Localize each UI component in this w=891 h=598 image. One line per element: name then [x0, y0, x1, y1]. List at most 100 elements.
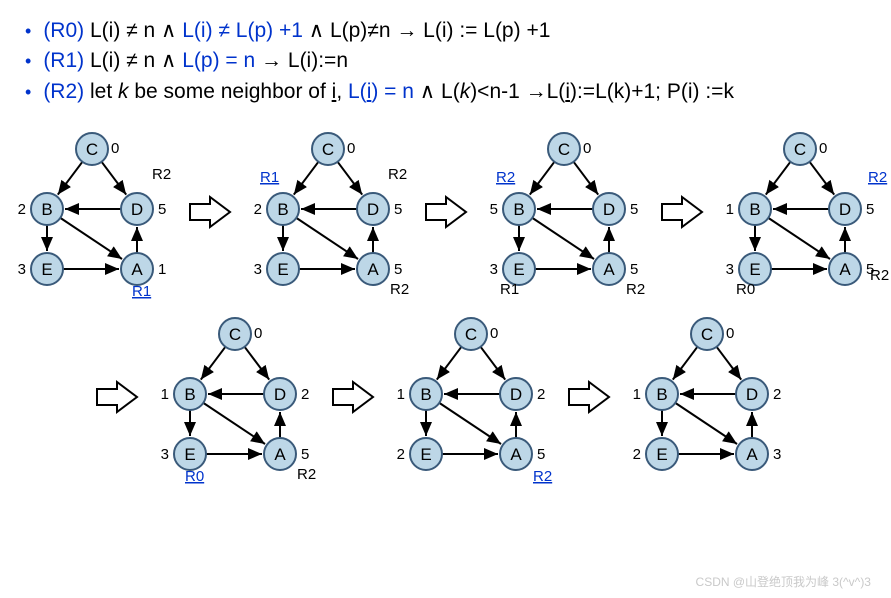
value-label: 2 — [773, 386, 781, 403]
value-label: 3 — [160, 446, 168, 463]
node-label: A — [510, 445, 522, 464]
node-label: B — [184, 385, 195, 404]
value-label: 5 — [158, 201, 166, 218]
edge — [244, 347, 269, 380]
value-label: 1 — [725, 201, 733, 218]
node-label: C — [85, 140, 97, 159]
edge — [529, 162, 554, 195]
edge — [101, 162, 126, 195]
edge — [480, 347, 505, 380]
value-label: 1 — [160, 386, 168, 403]
node-label: B — [749, 200, 760, 219]
value-label: 5 — [537, 446, 545, 463]
diagrams-area: C B D E A 0 2 5 3 1 R2 R1 C B D E A 0 2 5 3 5 R1 R2 R2 C B D E A 0 5 5 3 5… — [25, 124, 866, 484]
value-label: 0 — [490, 325, 498, 342]
value-label: 5 — [394, 261, 402, 278]
node-label: B — [656, 385, 667, 404]
arrow-icon — [95, 379, 139, 415]
node-label: E — [513, 260, 524, 279]
node-label: D — [273, 385, 285, 404]
value-label: 0 — [819, 140, 827, 157]
rule-text: (R2) let k be some neighbor of i, L(i) =… — [43, 78, 734, 106]
rule-line: •(R1) L(i) ≠ n ∧ L(p) = n → L(i):=n — [25, 47, 866, 75]
node-label: D — [366, 200, 378, 219]
edge — [203, 403, 265, 444]
graph-row-1: CBDEA02531R2R1CBDEA02535R1R2R2CBDEA05535… — [2, 124, 890, 299]
node-label: E — [277, 260, 288, 279]
node-label: C — [557, 140, 569, 159]
value-label: 5 — [394, 201, 402, 218]
node-label: A — [839, 260, 851, 279]
value-label: 0 — [111, 140, 119, 157]
edge — [436, 347, 461, 380]
value-label: 3 — [253, 261, 261, 278]
rule-annotation: R2 — [152, 166, 171, 183]
value-label: 5 — [630, 201, 638, 218]
edge — [573, 162, 598, 195]
edge — [675, 403, 737, 444]
arrow-icon — [424, 194, 468, 230]
value-label: 2 — [632, 446, 640, 463]
value-label: 0 — [347, 140, 355, 157]
rule-text: (R0) L(i) ≠ n ∧ L(i) ≠ L(p) +1 ∧ L(p)≠n … — [43, 17, 550, 45]
node-label: D — [602, 200, 614, 219]
node-label: B — [41, 200, 52, 219]
node-label: E — [184, 445, 195, 464]
node-label: C — [700, 325, 712, 344]
rule-annotation: R2 — [870, 267, 889, 284]
rule-annotation: R1 — [260, 169, 279, 186]
graph-row-2: CBDEA01235R0R2CBDEA01225R2CBDEA01223 — [95, 309, 797, 484]
rules-list: •(R0) L(i) ≠ n ∧ L(i) ≠ L(p) +1 ∧ L(p)≠n… — [25, 17, 866, 106]
graph: CBDEA01235R0R2 — [145, 309, 325, 484]
edge — [768, 218, 830, 259]
node-label: D — [509, 385, 521, 404]
node-label: B — [420, 385, 431, 404]
node-label: E — [656, 445, 667, 464]
node-label: C — [228, 325, 240, 344]
rule-annotation: R2 — [297, 466, 316, 483]
arrow-icon — [660, 194, 704, 230]
value-label: 3 — [773, 446, 781, 463]
value-label: 1 — [396, 386, 404, 403]
rule-text: (R1) L(i) ≠ n ∧ L(p) = n → L(i):=n — [43, 47, 348, 75]
value-label: 2 — [17, 201, 25, 218]
edge — [60, 218, 122, 259]
rule-annotation: R0 — [736, 281, 755, 298]
rule-annotation: R2 — [496, 169, 515, 186]
value-label: 5 — [489, 201, 497, 218]
rule-annotation: R2 — [626, 281, 645, 298]
edge — [765, 162, 790, 195]
value-label: 5 — [630, 261, 638, 278]
edge — [809, 162, 834, 195]
value-label: 0 — [254, 325, 262, 342]
edge — [716, 347, 741, 380]
arrow-icon — [188, 194, 232, 230]
node-label: A — [746, 445, 758, 464]
node-label: A — [131, 260, 143, 279]
rule-annotation: R2 — [388, 166, 407, 183]
edge — [296, 218, 358, 259]
value-label: 5 — [866, 201, 874, 218]
graph: CBDEA02535R1R2R2 — [238, 124, 418, 299]
node-label: A — [274, 445, 286, 464]
watermark: CSDN @山登绝顶我为峰 3(^v^)3 — [696, 573, 871, 590]
rule-line: •(R0) L(i) ≠ n ∧ L(i) ≠ L(p) +1 ∧ L(p)≠n… — [25, 17, 866, 45]
value-label: 2 — [537, 386, 545, 403]
node-label: C — [793, 140, 805, 159]
value-label: 0 — [726, 325, 734, 342]
value-label: 2 — [253, 201, 261, 218]
value-label: 5 — [301, 446, 309, 463]
rule-annotation: R2 — [390, 281, 409, 298]
node-label: E — [749, 260, 760, 279]
node-label: D — [130, 200, 142, 219]
edge — [672, 347, 697, 380]
edge — [532, 218, 594, 259]
value-label: 3 — [489, 261, 497, 278]
node-label: A — [367, 260, 379, 279]
node-label: A — [603, 260, 615, 279]
edge — [337, 162, 362, 195]
arrow-icon — [331, 379, 375, 415]
edge — [57, 162, 82, 195]
rule-annotation: R1 — [132, 283, 151, 299]
graph: CBDEA01223 — [617, 309, 797, 484]
